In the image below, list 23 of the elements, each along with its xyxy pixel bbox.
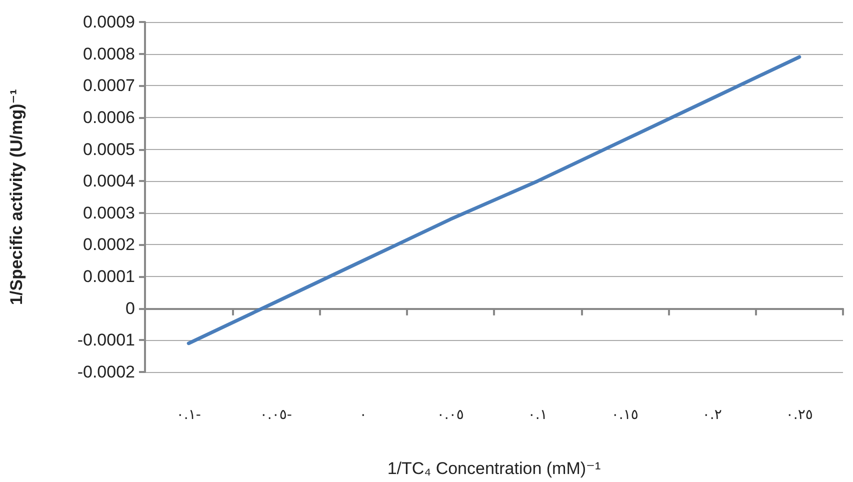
x-tick-label: ٠ [359, 407, 367, 423]
x-tick-label: ٠.١٥ [611, 407, 638, 423]
y-tick-label: 0.0009 [83, 12, 135, 32]
y-tick-label: 0 [126, 298, 135, 318]
line-series [186, 55, 802, 346]
x-tick-label: ٠.١ [528, 407, 548, 423]
x-tick-label: ٠.٠٥- [260, 407, 292, 423]
y-tick-label: 0.0008 [83, 44, 135, 64]
y-tick-label: 0.0003 [83, 203, 135, 222]
y-tick-label: 0.0004 [83, 172, 135, 191]
y-tick-label: 0.0006 [83, 108, 135, 127]
y-tick-label: 0.0002 [83, 235, 135, 254]
y-tick-label: 0.0005 [83, 140, 135, 159]
y-tick-label: -0.0001 [77, 330, 135, 350]
y-tick-label: 0.0001 [83, 267, 135, 286]
x-tick-label: ٠.٠٥ [436, 407, 464, 423]
x-tick-label: ٠.١- [176, 407, 201, 423]
x-tick-label: ٠.٢٥ [786, 407, 813, 423]
y-axis-title: 1/Specific activity (U/mg)⁻¹ [7, 88, 26, 305]
y-tick-label: -0.0002 [77, 362, 135, 382]
x-tick-label: ٠.٢ [702, 407, 722, 423]
x-axis-title: 1/TC₄ Concentration (mM)⁻¹ [387, 459, 602, 478]
y-tick-label: 0.0007 [83, 76, 135, 96]
